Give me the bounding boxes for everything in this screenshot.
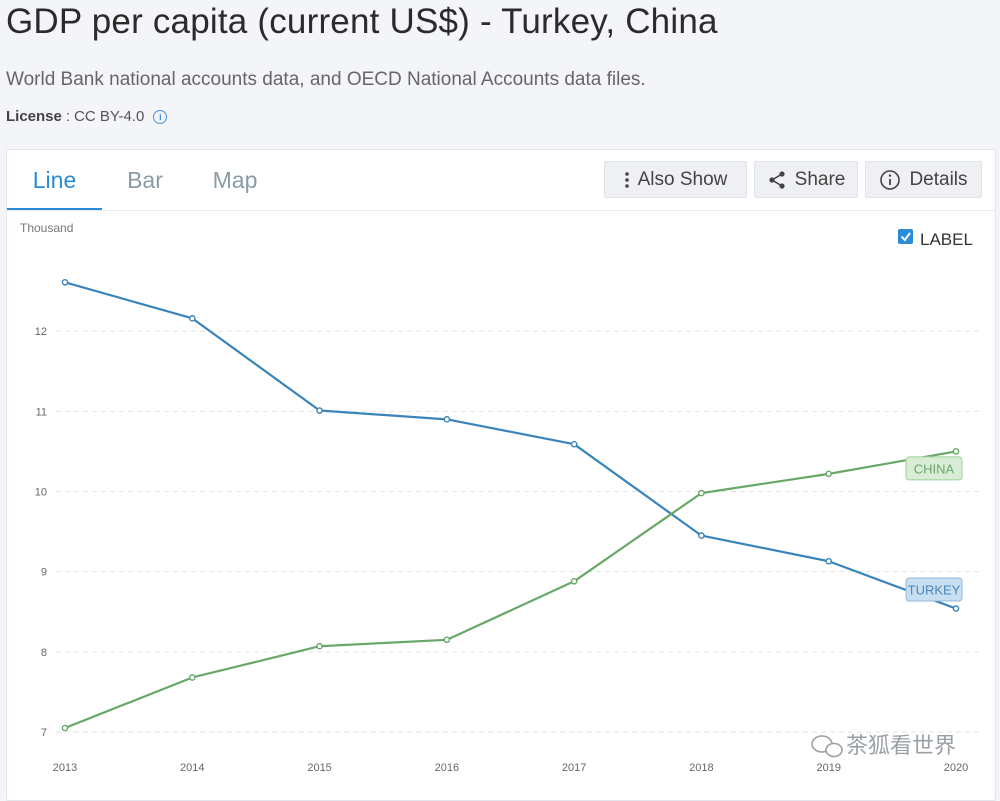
license-value: CC BY-4.0	[74, 108, 145, 125]
data-point-turkey	[316, 407, 323, 414]
data-point-turkey	[698, 532, 705, 539]
also-show-button[interactable]: Also Show	[604, 161, 747, 198]
x-tick-label: 2017	[562, 762, 586, 774]
x-tick-label: 2019	[816, 762, 840, 774]
data-point-china	[61, 724, 69, 732]
x-tick-label: 2016	[435, 762, 459, 774]
tabs-divider	[7, 210, 995, 211]
x-tick-label: 2015	[307, 762, 331, 774]
series-label-text: TURKEY	[908, 583, 961, 598]
info-icon	[880, 169, 901, 190]
y-tick-label: 11	[36, 406, 47, 418]
details-label: Details	[909, 168, 968, 190]
series-label-turkey: TURKEY	[905, 577, 963, 602]
series-label-china: CHINA	[905, 456, 963, 481]
watermark-text: 茶狐看世界	[846, 734, 956, 759]
license-label: License	[6, 108, 62, 125]
share-icon	[769, 170, 785, 189]
tab-line[interactable]: Line	[7, 150, 102, 210]
license-separator: :	[65, 108, 71, 125]
share-label: Share	[794, 168, 846, 190]
series-label-text: CHINA	[914, 461, 955, 476]
series-label-box	[905, 577, 963, 602]
y-tick-label: 10	[35, 487, 47, 499]
x-tick-label: 2014	[180, 762, 204, 774]
data-point-china	[698, 489, 705, 497]
checkbox-box	[898, 229, 913, 244]
x-tick-label: 2020	[944, 762, 968, 774]
share-button[interactable]: Share	[754, 161, 858, 198]
checkbox-label: LABEL	[920, 230, 973, 249]
x-tick-label: 2018	[689, 762, 713, 774]
wechat-icon-bubble	[825, 742, 843, 758]
more-vertical-icon	[624, 171, 629, 188]
data-point-china	[443, 636, 451, 644]
y-tick-label: 9	[41, 567, 47, 579]
data-point-turkey	[825, 557, 833, 565]
data-point-turkey	[61, 278, 69, 286]
x-tick-label: 2013	[53, 762, 77, 774]
series-line-china	[64, 450, 957, 730]
y-tick-label: 12	[35, 326, 47, 338]
tab-map[interactable]: Map	[212, 167, 258, 193]
data-source: World Bank national accounts data, and O…	[6, 69, 646, 90]
info-icon[interactable]: i	[153, 109, 168, 124]
data-point-china	[316, 642, 323, 650]
chart-tabs: Line Bar Map Also Show Share Details	[7, 150, 995, 210]
data-point-china	[825, 470, 833, 478]
tab-bar[interactable]: Bar	[127, 167, 163, 193]
license: License : CC BY-4.0 i	[6, 108, 168, 125]
unit-label: Thousand	[20, 221, 73, 235]
watermark: 茶狐看世界	[811, 734, 956, 759]
series-line-turkey	[64, 281, 957, 610]
details-button[interactable]: Details	[865, 161, 982, 198]
data-point-turkey	[952, 605, 960, 612]
data-point-china	[570, 577, 578, 585]
check-icon	[900, 232, 911, 242]
data-point-turkey	[188, 315, 196, 322]
data-point-turkey	[570, 440, 578, 448]
also-show-label: Also Show	[637, 168, 728, 190]
data-point-china	[952, 448, 960, 455]
series-label-box	[905, 456, 963, 481]
page-title: GDP per capita (current US$) - Turkey, C…	[6, 2, 718, 41]
y-tick-label: 8	[41, 647, 47, 659]
data-point-turkey	[443, 416, 451, 423]
label-checkbox[interactable]: LABEL	[898, 229, 973, 249]
data-point-china	[188, 674, 196, 681]
y-tick-label: 7	[41, 727, 47, 739]
